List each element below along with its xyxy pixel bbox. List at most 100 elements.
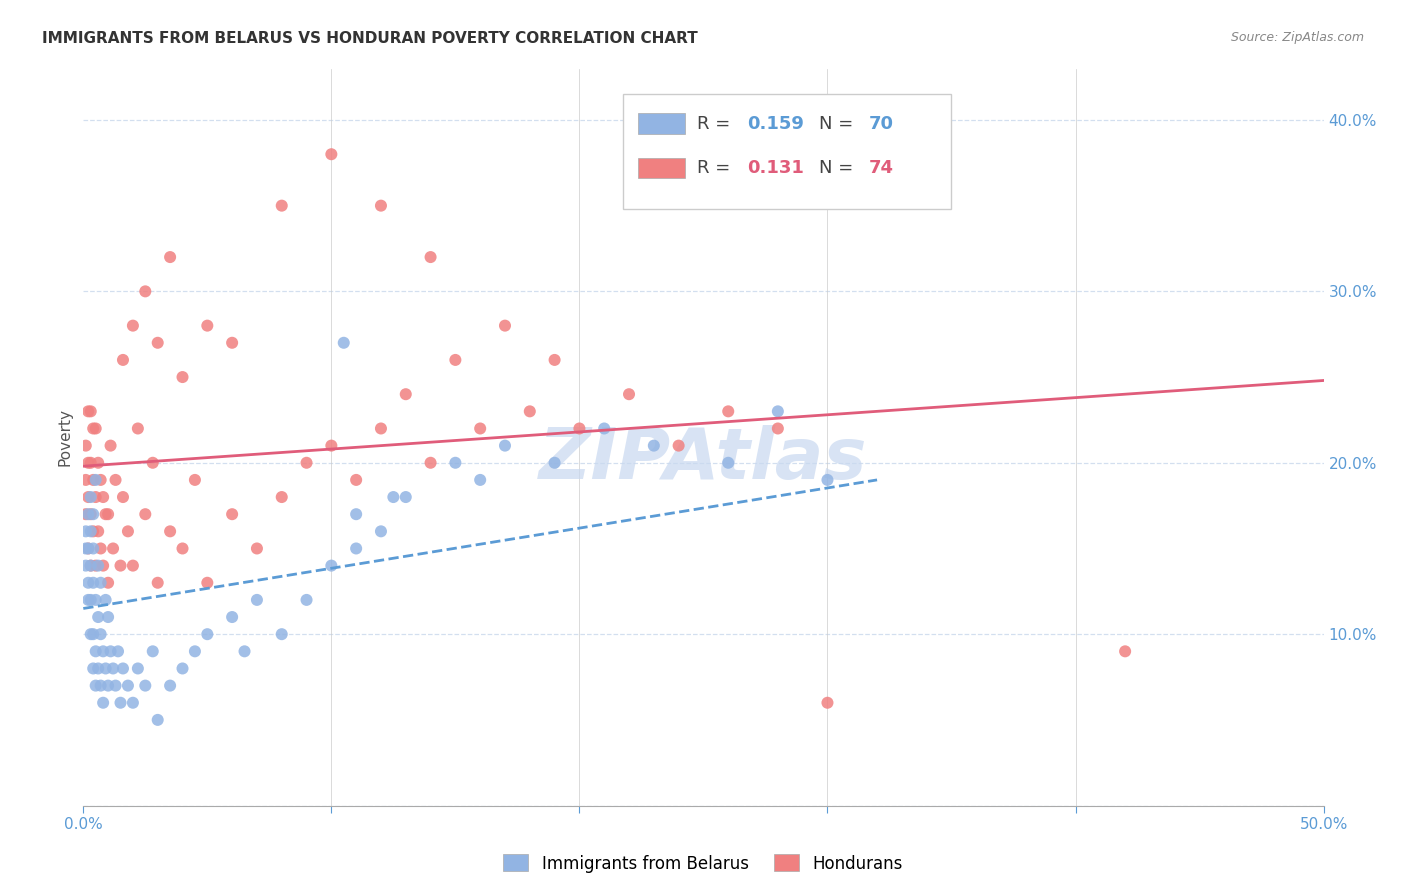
Point [382,490,405,504]
Point [543,456,565,470]
Point [159,524,181,539]
Point [127,661,149,675]
Point [766,421,789,435]
Point [77,541,100,556]
Point [221,507,243,521]
Point [270,627,292,641]
Point [75,541,97,556]
Point [122,318,145,333]
Point [444,352,467,367]
Legend: Immigrants from Belarus, Hondurans: Immigrants from Belarus, Hondurans [496,847,910,880]
Point [172,541,194,556]
Point [82,575,104,590]
Point [75,473,97,487]
Point [87,524,110,539]
Point [82,541,104,556]
Point [100,644,122,658]
Point [97,507,120,521]
Text: 70: 70 [869,115,893,133]
Point [127,421,149,435]
Point [172,661,194,675]
Point [82,524,104,539]
Point [75,558,97,573]
Point [494,318,516,333]
FancyBboxPatch shape [623,95,952,209]
Point [110,558,132,573]
Point [91,644,114,658]
Point [184,644,207,658]
Point [107,644,129,658]
Point [80,490,103,504]
Point [75,524,97,539]
Point [159,250,181,264]
Point [593,421,616,435]
Point [470,473,492,487]
Point [146,713,169,727]
Point [295,593,318,607]
Point [101,541,124,556]
Point [75,439,97,453]
Point [82,627,104,641]
Point [1114,644,1136,658]
Point [344,541,367,556]
Point [97,575,120,590]
Point [110,696,132,710]
Point [80,593,103,607]
Point [84,421,107,435]
Point [82,507,104,521]
Point [717,404,740,418]
Point [344,507,367,521]
Point [159,679,181,693]
Point [84,679,107,693]
Point [84,593,107,607]
Point [395,387,418,401]
Point [395,490,418,504]
Point [90,575,112,590]
Point [97,610,120,624]
Point [172,370,194,384]
Text: IMMIGRANTS FROM BELARUS VS HONDURAN POVERTY CORRELATION CHART: IMMIGRANTS FROM BELARUS VS HONDURAN POVE… [42,31,697,46]
Point [97,679,120,693]
Text: 0.159: 0.159 [747,115,804,133]
Point [270,199,292,213]
Point [668,439,690,453]
Point [94,593,117,607]
Point [146,335,169,350]
Point [419,456,441,470]
Point [419,250,441,264]
Point [370,421,392,435]
Text: R =: R = [697,115,737,133]
Point [233,644,256,658]
Point [470,421,492,435]
Point [91,490,114,504]
Point [80,558,103,573]
Point [195,318,218,333]
Point [87,558,110,573]
Point [91,558,114,573]
Text: 74: 74 [869,159,893,177]
Point [84,644,107,658]
Point [246,593,269,607]
Point [80,404,103,418]
Point [80,507,103,521]
Point [543,352,565,367]
Point [184,473,207,487]
Point [444,456,467,470]
Point [84,558,107,573]
Point [104,473,127,487]
Point [87,456,110,470]
Point [87,610,110,624]
Text: N =: N = [818,159,859,177]
Point [568,421,591,435]
Point [91,696,114,710]
Point [90,473,112,487]
Point [77,575,100,590]
Point [321,558,343,573]
Point [519,404,541,418]
Point [82,473,104,487]
Point [717,456,740,470]
Point [344,473,367,487]
Point [90,627,112,641]
Point [84,473,107,487]
Point [766,404,789,418]
